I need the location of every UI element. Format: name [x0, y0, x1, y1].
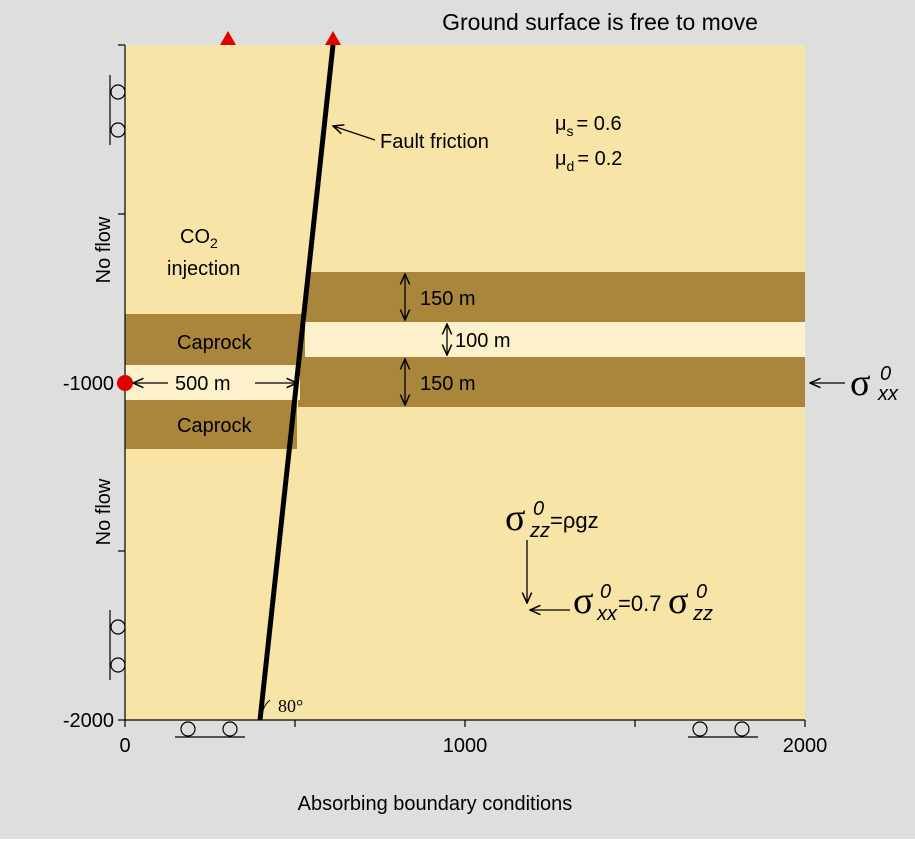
x-tick-label: 0 [119, 735, 130, 757]
mu-value: = 0.2 [577, 148, 622, 170]
sigma-sub: xx [596, 603, 618, 625]
sigma-sub: zz [692, 603, 713, 625]
injection-text: CO [180, 226, 210, 248]
angle-arc [261, 699, 271, 719]
layer-label: 150 m [420, 288, 476, 310]
footer-label: Absorbing boundary conditions [298, 793, 573, 815]
boundary-label: No flow [93, 216, 115, 283]
equation: =0.7 [618, 591, 661, 616]
title: Ground surface is free to move [442, 9, 758, 35]
arrows [133, 126, 845, 610]
sigma: σ [850, 362, 870, 404]
injection-label: CO2 [180, 226, 218, 251]
mu-symbol: μ [555, 113, 567, 135]
injection-point [117, 375, 133, 391]
sigma-sup: 0 [600, 581, 611, 603]
reservoir-lower [298, 357, 805, 407]
reservoir-upper [306, 272, 805, 322]
sigma-sup: 0 [533, 498, 544, 520]
injection-sub: 2 [210, 235, 218, 251]
layer-label: 150 m [420, 373, 476, 395]
injection-label: injection [167, 258, 240, 280]
y-tick-label: -2000 [63, 710, 114, 732]
mu-sub: s [567, 123, 574, 139]
sigma-sup: 0 [880, 363, 891, 385]
layer-label: 100 m [455, 330, 511, 352]
caprock-upper [125, 314, 305, 365]
boundary-label: No flow [93, 478, 115, 545]
sigma: σ [573, 580, 593, 622]
sigma-sup: 0 [696, 581, 707, 603]
equation: =ρgz [550, 508, 599, 533]
y-tick-label: -1000 [63, 373, 114, 395]
sigma: σ [668, 580, 688, 622]
sigma: σ [505, 497, 525, 539]
x-tick-label: 1000 [443, 735, 488, 757]
gap-layer [300, 322, 805, 357]
distance-label: 500 m [175, 373, 231, 395]
marker [325, 31, 341, 45]
layer-label: Caprock [177, 332, 252, 354]
x-tick-label: 2000 [783, 735, 828, 757]
layer-label: Caprock [177, 415, 252, 437]
marker [220, 31, 236, 45]
angle-label: 80° [278, 696, 303, 716]
mu-value: = 0.6 [577, 113, 622, 135]
sigma-sub: zz [529, 520, 550, 542]
mu-s: μs = 0.6 [555, 113, 622, 139]
mu-d: μd = 0.2 [555, 148, 622, 174]
sigma-sub: xx [877, 383, 899, 405]
fault-label: Fault friction [380, 131, 489, 153]
mu-sub: d [567, 158, 575, 174]
caprock-lower [125, 400, 297, 449]
rollers [109, 75, 758, 738]
mu-symbol: μ [555, 148, 567, 170]
